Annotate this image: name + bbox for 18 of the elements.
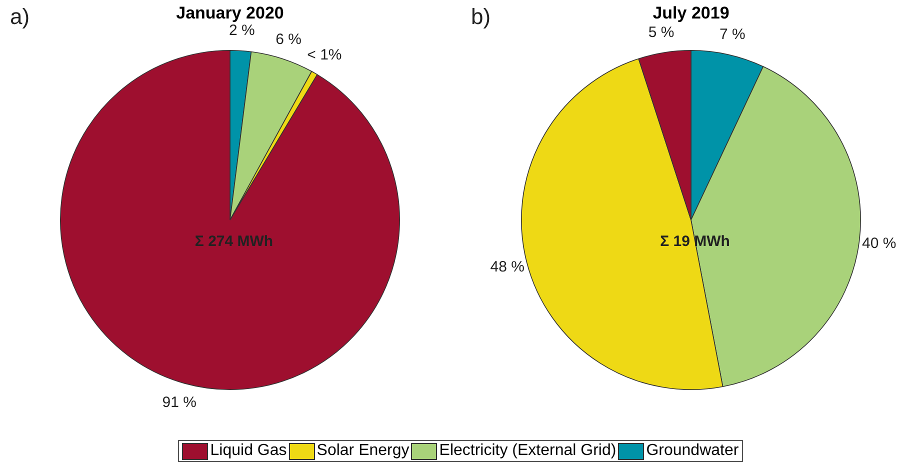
text: Σ 274 MWh <box>194 233 274 250</box>
legend-label: Electricity (External Grid) <box>439 442 616 460</box>
data-label: 91 % <box>162 394 196 411</box>
data-label: 40 % <box>862 234 896 252</box>
data-label: 7 % <box>719 26 746 44</box>
data-label: 2 % <box>228 22 255 39</box>
text: Σ 19 MWh <box>660 233 730 250</box>
chart-title: July 2019 <box>652 4 730 23</box>
chart-title: January 2020 <box>176 4 284 23</box>
data-label: 48 % <box>490 258 524 276</box>
data-label: 5 % <box>648 24 674 41</box>
data-label: < 1% <box>307 46 342 64</box>
text: b) <box>471 4 491 30</box>
legend-label: Solar Energy <box>316 442 410 460</box>
data-label: 6 % <box>276 30 302 48</box>
legend-label: Groundwater <box>646 442 739 460</box>
legend-label: Liquid Gas <box>210 442 287 460</box>
text: a) <box>10 4 30 30</box>
